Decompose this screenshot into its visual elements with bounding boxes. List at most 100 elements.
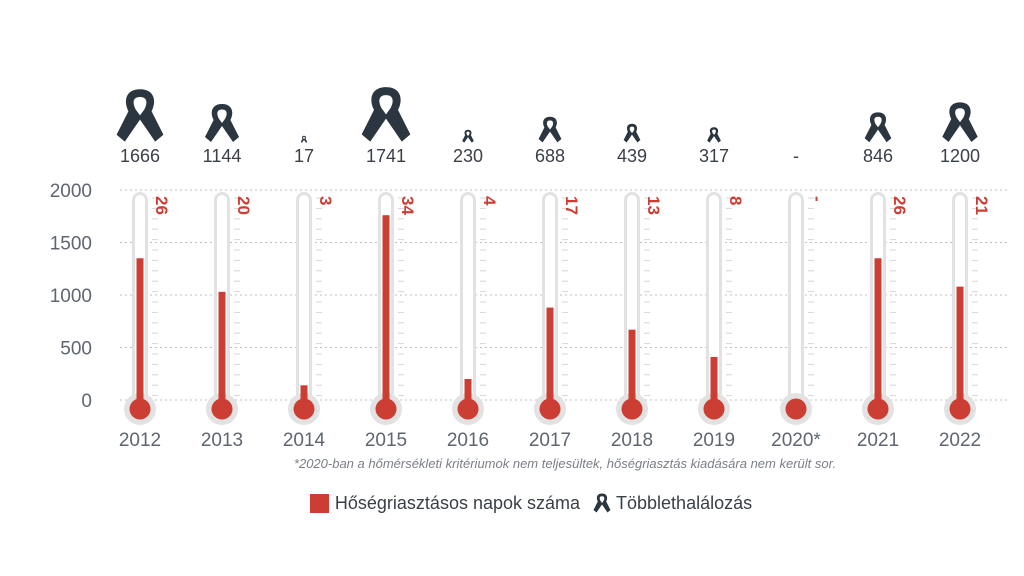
legend: Hőségriasztásos napok száma Többlethalál…: [0, 492, 1024, 514]
days-value-label: 21: [972, 196, 991, 215]
y-tick-label: 0: [81, 391, 92, 412]
days-value-label: 17: [562, 196, 581, 215]
deaths-value-label: 1144: [203, 146, 242, 166]
footnote: *2020-ban a hőmérsékleti kritériumok nem…: [293, 456, 837, 471]
thermometer-tube-inner: [299, 195, 309, 405]
ribbon-shape: [942, 102, 978, 142]
thermometer: [862, 192, 896, 425]
x-tick-label: 2017: [529, 430, 571, 451]
ribbon-icon: [538, 116, 562, 143]
ribbon-icon: [462, 129, 474, 143]
legend-label-deaths: Többlethalálozás: [616, 492, 753, 513]
y-tick-label: 500: [60, 339, 92, 360]
deaths-value-label: 1741: [366, 146, 406, 166]
y-tick-label: 2000: [50, 181, 92, 202]
thermometer: [124, 192, 158, 425]
ribbon-icon: [204, 103, 240, 142]
thermometer-bulb: [949, 398, 971, 420]
legend-item-deaths: Többlethalálozás: [592, 492, 752, 514]
x-tick-label: 2021: [857, 430, 899, 451]
thermometer-bulb: [129, 398, 151, 420]
thermometer: [616, 192, 650, 425]
thermometer-fill-bar: [546, 307, 554, 405]
thermometer-bulb: [293, 398, 315, 420]
thermometer: [288, 192, 322, 425]
legend-label-days: Hőségriasztásos napok száma: [334, 492, 581, 513]
x-tick-label: 2015: [365, 430, 407, 451]
thermometer-tube-inner: [791, 195, 801, 405]
deaths-value-label: 688: [535, 146, 565, 166]
days-value-label: 8: [726, 196, 745, 205]
thermometer-bulb: [621, 398, 643, 420]
ribbon-shape: [707, 127, 721, 143]
thermometer-bulb: [785, 398, 807, 420]
deaths-value-label: 17: [294, 146, 314, 166]
ribbon-icon: [361, 87, 411, 142]
ribbon-shape: [300, 135, 308, 143]
x-tick-label: 2019: [693, 430, 735, 451]
x-tick-label: 2014: [283, 430, 326, 451]
days-value-label: 26: [152, 196, 171, 215]
days-value-label: 4: [480, 196, 499, 206]
deaths-value-label: -: [793, 146, 799, 166]
x-tick-label: 2016: [447, 430, 489, 451]
ribbon-shape: [462, 129, 474, 143]
ribbon-icon: [116, 89, 164, 142]
deaths-value-label: 317: [699, 146, 729, 166]
thermometer-fill-bar: [710, 356, 718, 405]
ribbon-icon: [707, 127, 721, 143]
x-tick-label: 2022: [939, 430, 981, 451]
x-tick-label: 2012: [119, 430, 161, 451]
thermometer-fill-bar: [382, 215, 390, 405]
thermometer: [534, 192, 568, 425]
ribbon-icon: [300, 135, 308, 143]
thermometer-bulb: [867, 398, 889, 420]
thermometer: [452, 192, 486, 425]
days-value-label: -: [808, 196, 827, 202]
thermometer-fill-bar: [956, 286, 964, 405]
thermometer-fill-bar: [628, 329, 636, 405]
ribbon-shape: [864, 112, 892, 143]
thermometer-fill-bar: [136, 258, 144, 405]
deaths-value-label: 1200: [940, 146, 980, 166]
ribbon-icon: [864, 112, 892, 143]
days-value-label: 13: [644, 196, 663, 215]
x-tick-label: 2020*: [771, 430, 821, 451]
ribbon-icon: [623, 123, 641, 143]
thermometer-bulb: [539, 398, 561, 420]
y-tick-label: 1000: [50, 286, 92, 307]
thermometer: [698, 192, 732, 425]
thermometer: [370, 192, 404, 425]
days-value-label: 3: [316, 196, 335, 205]
legend-swatch-days: [309, 493, 329, 513]
thermometer-tube-inner: [463, 195, 473, 405]
thermometer-fill-bar: [874, 258, 882, 405]
legend-item-days: Hőségriasztásos napok száma: [309, 492, 581, 514]
thermometer-bulb: [211, 398, 233, 420]
ribbon-shape: [116, 89, 164, 142]
ribbon-shape: [361, 87, 411, 142]
deaths-value-label: 439: [617, 146, 647, 166]
deaths-value-label: 230: [453, 146, 483, 166]
ribbon-shape: [623, 123, 641, 143]
ribbon-shape: [204, 103, 240, 142]
x-tick-label: 2013: [201, 430, 243, 451]
thermometer-fill-bar: [300, 385, 308, 405]
thermometer-fill-bar: [464, 379, 472, 405]
deaths-value-label: 1666: [120, 146, 160, 166]
days-value-label: 34: [398, 196, 417, 215]
thermometer-bulb: [703, 398, 725, 420]
days-value-label: 20: [234, 196, 253, 215]
ribbon-shape: [538, 116, 562, 143]
days-value-label: 26: [890, 196, 909, 215]
x-tick-label: 2018: [611, 430, 653, 451]
deaths-value-label: 846: [863, 146, 893, 166]
ribbon-icon: [593, 493, 611, 513]
thermometer-bulb: [375, 398, 397, 420]
ribbon-icon: [942, 102, 978, 142]
thermometer: [944, 192, 978, 425]
thermometer-tube-inner: [709, 195, 719, 405]
thermometer: [780, 192, 814, 425]
